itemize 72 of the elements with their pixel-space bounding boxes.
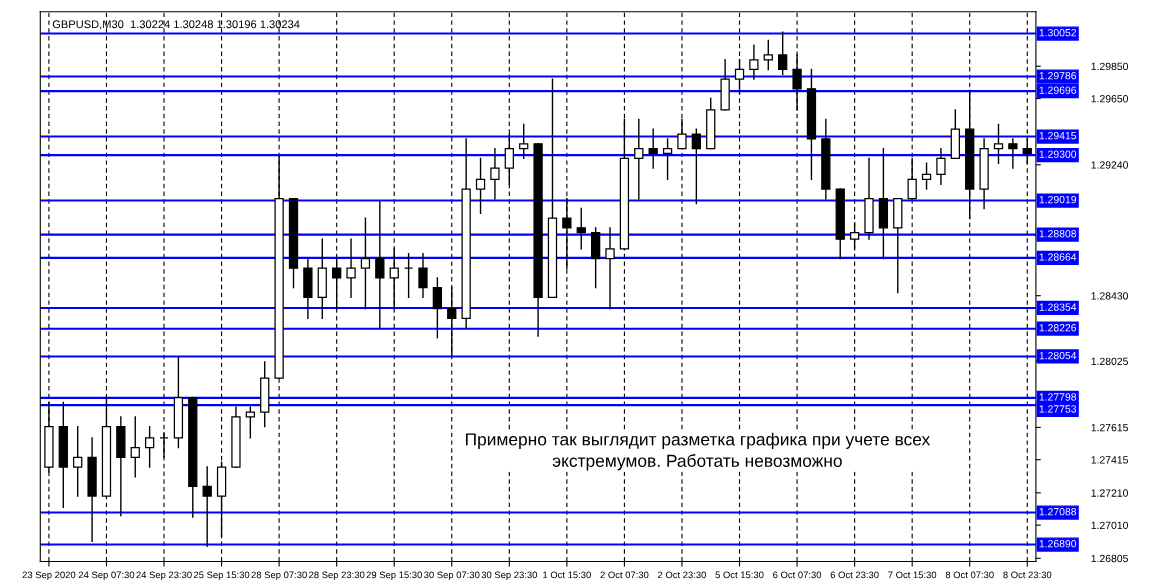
x-tick-label: 2 Oct 07:30 — [600, 571, 649, 579]
ref-line-label: 1.29019 — [1039, 195, 1077, 204]
text: GBPUSD,M30 1.30224 1.30248 1.30196 1.30234 — [52, 20, 300, 30]
x-tick-label: 25 Sep 15:30 — [193, 571, 250, 581]
x-tick-label: 2 Oct 23:30 — [658, 571, 707, 579]
candlestick — [936, 147, 946, 185]
x-tick-label: 30 Sep 07:30 — [424, 571, 480, 581]
y-tick-label: 1.29650 — [1091, 95, 1129, 103]
x-tick-label: 8 Oct 23:30 — [1003, 571, 1052, 579]
ref-line-label: 1.29415 — [1039, 131, 1077, 140]
candlestick — [1022, 138, 1032, 164]
candlestick — [519, 123, 529, 160]
x-tick-label: 8 Oct 07:30 — [945, 571, 994, 579]
candlestick — [749, 44, 759, 80]
ref-line-label: 1.28226 — [1039, 324, 1077, 332]
candlestick — [418, 252, 428, 299]
y-tick-label: 1.27615 — [1091, 423, 1128, 432]
candlestick — [778, 31, 788, 75]
ref-line-label: 1.29300 — [1039, 150, 1077, 158]
candlestick — [648, 128, 658, 169]
x-tick-label: 6 Oct 23:30 — [830, 571, 879, 579]
y-tick-label: 1.29240 — [1091, 161, 1129, 169]
y-tick-label: 1.28430 — [1091, 292, 1129, 300]
ref-line-label: 1.26890 — [1039, 539, 1077, 548]
candlestick — [375, 201, 385, 329]
candlestick — [360, 217, 371, 310]
candlestick — [73, 425, 83, 497]
candlestick — [576, 207, 586, 250]
candlestick — [1008, 138, 1018, 169]
annotation: Примерно так выглядит разметка графика при учете всех экстремумов. Работать невозможно — [466, 432, 931, 471]
candlestick — [605, 227, 615, 310]
x-tick-label: 1 Oct 15:30 — [543, 571, 591, 579]
y-tick-label: 1.26805 — [1091, 554, 1128, 563]
x-tick-label: 24 Sep 23:30 — [136, 571, 192, 581]
y-tick-label: 1.29850 — [1091, 62, 1129, 71]
candlestick — [634, 118, 644, 200]
ref-line-label: 1.27088 — [1039, 507, 1077, 516]
candlestick — [202, 466, 212, 547]
ref-line-label: 1.27753 — [1039, 405, 1077, 413]
ref-line-label: 1.29786 — [1039, 71, 1077, 80]
ref-line-label: 1.28664 — [1039, 253, 1077, 261]
ref-line-label: 1.28808 — [1039, 230, 1077, 238]
candlestick — [490, 147, 500, 200]
candlestick — [144, 425, 155, 468]
ref-line-label: 1.27798 — [1039, 393, 1077, 401]
ref-line-label: 1.28054 — [1039, 351, 1077, 360]
candlestick — [245, 406, 255, 439]
y-tick-label: 1.27210 — [1091, 489, 1129, 497]
ref-line-label: 1.30052 — [1039, 29, 1077, 37]
candlestick — [993, 123, 1004, 164]
y-tick-label: 1.27010 — [1091, 521, 1129, 530]
x-tick-label: 23 Sep 2020 — [22, 571, 76, 581]
candlestick — [691, 128, 702, 205]
x-tick-label: 6 Oct 07:30 — [773, 571, 822, 579]
x-tick-label: 28 Sep 07:30 — [251, 571, 307, 581]
candlestick — [763, 39, 773, 71]
x-tick-label: 30 Sep 23:30 — [481, 571, 538, 581]
ref-line-label: 1.28354 — [1039, 303, 1077, 311]
x-tick-label: 29 Sep 15:30 — [366, 571, 422, 581]
candlestick — [662, 138, 673, 181]
x-tick-label: 7 Oct 15:30 — [888, 571, 937, 579]
y-tick-label: 1.27415 — [1091, 456, 1128, 464]
x-tick-label: 24 Sep 07:30 — [78, 571, 135, 581]
x-tick-label: 5 Oct 15:30 — [715, 571, 764, 579]
candlestick — [432, 277, 443, 339]
candlestick — [475, 157, 486, 214]
y-tick-label: 1.28025 — [1091, 357, 1128, 366]
candlestick — [130, 416, 140, 478]
candlestick — [921, 162, 932, 190]
ref-line-label: 1.29696 — [1039, 86, 1077, 94]
x-tick-label: 28 Sep 23:30 — [309, 571, 365, 581]
candlestick — [346, 238, 356, 299]
